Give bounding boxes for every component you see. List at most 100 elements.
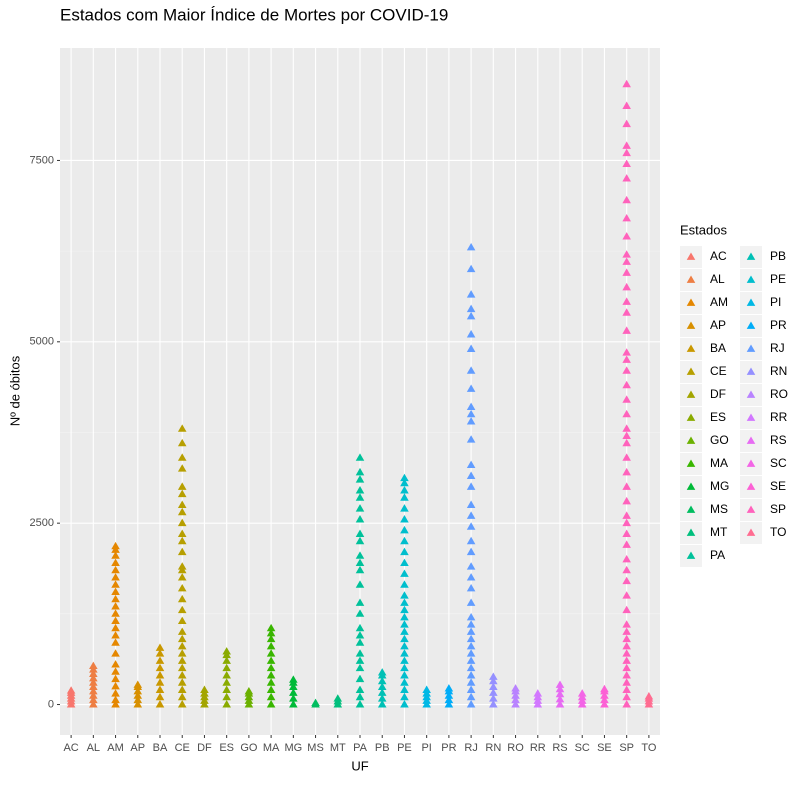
point [377,694,387,702]
legend-symbol [746,528,756,536]
legend-symbol [686,344,696,352]
legend-label: SE [770,479,786,493]
legend-symbol [686,505,696,513]
x-tick-label: AL [87,742,100,754]
point [289,675,298,683]
point [511,700,520,708]
point [222,647,231,655]
legend-label: RS [770,433,787,447]
x-tick-label: PB [375,742,390,754]
y-tick-label: 0 [48,698,54,710]
point [400,685,409,693]
x-tick-label: ES [219,742,234,754]
point [155,678,165,686]
point [177,529,187,537]
point [377,682,387,691]
point [622,380,631,389]
legend-symbol [746,298,756,306]
point [133,700,143,708]
point [466,671,476,679]
point [266,692,276,701]
point [622,366,631,374]
point [466,547,476,556]
point [400,692,409,701]
point [622,438,631,447]
x-tick-label: PA [353,742,368,754]
point [377,676,387,685]
point [89,673,98,682]
point [466,500,476,508]
point [355,609,365,617]
point [622,565,631,574]
point [400,641,409,650]
point [177,671,187,679]
point [155,700,165,708]
point [466,536,476,545]
point [111,623,120,632]
point [600,691,609,699]
point [266,678,276,686]
point [466,417,476,425]
point [111,631,120,639]
point [355,486,365,494]
point [622,257,631,265]
legend-symbol [686,482,696,490]
x-tick-label: MA [263,742,280,754]
point [466,482,476,490]
point [489,688,498,696]
point [555,684,565,693]
point [177,482,187,490]
point [400,605,409,614]
point [266,649,276,657]
point [355,656,365,664]
point [622,576,631,585]
point [111,541,120,550]
point [111,689,120,697]
point [89,661,98,670]
y-tick-label: 5000 [30,336,54,348]
point [89,669,98,677]
point [177,500,187,508]
point [177,685,187,693]
point [177,627,187,635]
point [622,678,631,686]
legend-label: AM [710,295,728,309]
point [89,695,98,704]
point [466,311,476,320]
legend-label: DF [710,387,726,401]
legend-symbol [746,505,756,513]
legend-label: TO [770,525,786,539]
point [177,453,187,461]
legend-label: MS [710,502,728,516]
point [111,695,120,704]
point [622,141,631,149]
point [466,598,476,606]
point [622,529,631,537]
point [600,700,609,708]
point [377,700,387,708]
point [622,213,631,222]
point [111,565,120,574]
x-tick-label: AC [63,742,78,754]
legend-label: PB [770,249,786,263]
point [244,686,254,695]
point [177,507,187,516]
point [355,565,365,574]
point [622,634,631,643]
point [533,689,543,697]
point [355,623,365,632]
point [355,638,365,646]
point [622,685,631,693]
point [622,424,631,432]
point [400,504,409,512]
legend-symbol [686,252,696,260]
point [622,232,631,240]
legend-symbol [746,482,756,490]
point [400,634,409,643]
legend-label: BA [710,341,726,355]
point [511,684,520,692]
point [111,558,120,566]
point [466,471,476,479]
point [622,159,631,167]
point [222,692,231,701]
